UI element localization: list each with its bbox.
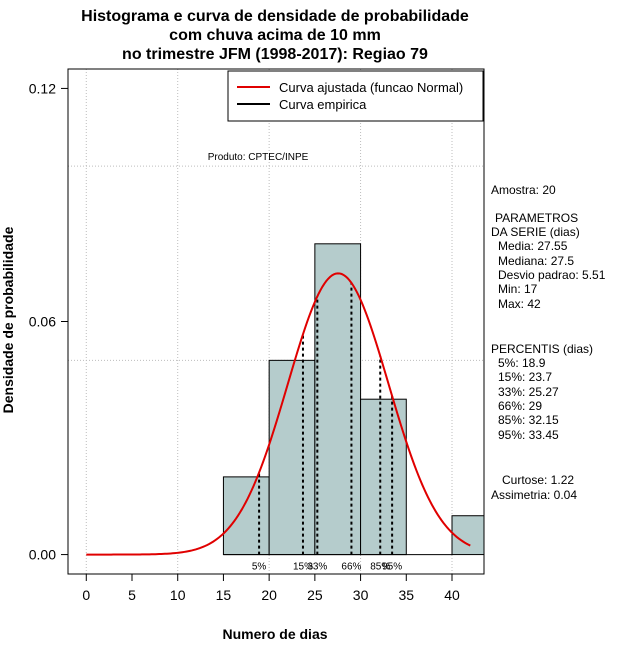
histogram-bar (222, 476, 270, 556)
legend-box (227, 70, 484, 122)
stat-params-header: PARAMETROS (495, 211, 578, 225)
x-axis-title: Numero de dias (222, 626, 327, 642)
chart-title-line-3: no trimestre JFM (1998-2017): Regiao 79 (122, 46, 428, 63)
x-tick-label: 25 (307, 587, 323, 603)
stat-max: Max: 42 (498, 297, 541, 311)
stat-percentis-header: PERCENTIS (dias) (491, 342, 593, 356)
histogram-bar (268, 359, 316, 556)
stat-p66: 66%: 29 (498, 399, 542, 413)
y-axis: 0.00 0.06 0.12 (29, 80, 69, 563)
y-tick-label: 0.00 (29, 547, 56, 563)
stat-curtose: Curtose: 1.22 (502, 473, 574, 487)
x-tick-label: 5 (128, 587, 136, 603)
x-tick-label: 20 (261, 587, 277, 603)
stat-mediana: Mediana: 27.5 (498, 254, 574, 268)
percentile-label: 5% (252, 562, 267, 573)
y-tick-label: 0.12 (29, 80, 56, 96)
y-tick-label: 0.06 (29, 314, 56, 330)
bar-layer (222, 243, 485, 556)
x-tick-label: 40 (444, 587, 460, 603)
percentile-label: 66% (341, 562, 361, 573)
percentile-layer: 5% 15%33% 66% 85%95% (252, 282, 402, 573)
stat-p15: 15%: 23.7 (498, 370, 552, 384)
stat-assimetria: Assimetria: 0.04 (491, 488, 577, 502)
x-tick-label: 30 (353, 587, 369, 603)
legend-label-fit: Curva ajustada (funcao Normal) (279, 80, 463, 95)
stat-p33: 33%: 25.27 (498, 385, 559, 399)
stat-desvio: Desvio padrao: 5.51 (498, 268, 606, 282)
stat-min: Min: 17 (498, 282, 538, 296)
percentile-label: 15% (293, 562, 313, 573)
histogram-bar (360, 398, 407, 556)
stat-p95: 95%: 33.45 (498, 428, 559, 442)
x-axis: 0 5 10 15 20 25 30 35 40 (82, 573, 460, 603)
legend: Curva ajustada (funcao Normal) Curva emp… (227, 70, 484, 122)
product-label: Produto: CPTEC/INPE (208, 152, 309, 163)
stat-params-sub: DA SERIE (dias) (491, 225, 580, 239)
x-tick-label: 10 (170, 587, 186, 603)
percentile-label: 33% (307, 562, 327, 573)
legend-label-empirical: Curva empirica (279, 97, 367, 112)
stat-media: Media: 27.55 (498, 239, 568, 253)
stat-p85: 85%: 32.15 (498, 413, 559, 427)
normal-fit-curve (86, 272, 471, 556)
y-axis-title: Densidade de probabilidade (0, 226, 16, 413)
chart-title-line-2: com chuva acima de 10 mm (169, 27, 381, 44)
chart-title-line-1: Histograma e curva de densidade de proba… (81, 8, 469, 25)
x-tick-label: 15 (216, 587, 232, 603)
curve-layer (86, 272, 471, 556)
stats-panel: Amostra: 20 PARAMETROS DA SERIE (dias) M… (491, 183, 606, 502)
histogram-bar (314, 243, 362, 556)
x-tick-label: 0 (82, 587, 90, 603)
stat-sample: Amostra: 20 (491, 183, 556, 197)
histogram-bar (451, 515, 485, 556)
percentile-label: 85% (370, 562, 390, 573)
stat-p5: 5%: 18.9 (498, 356, 546, 370)
percentile-label: 95% (382, 562, 402, 573)
x-tick-label: 35 (398, 587, 414, 603)
